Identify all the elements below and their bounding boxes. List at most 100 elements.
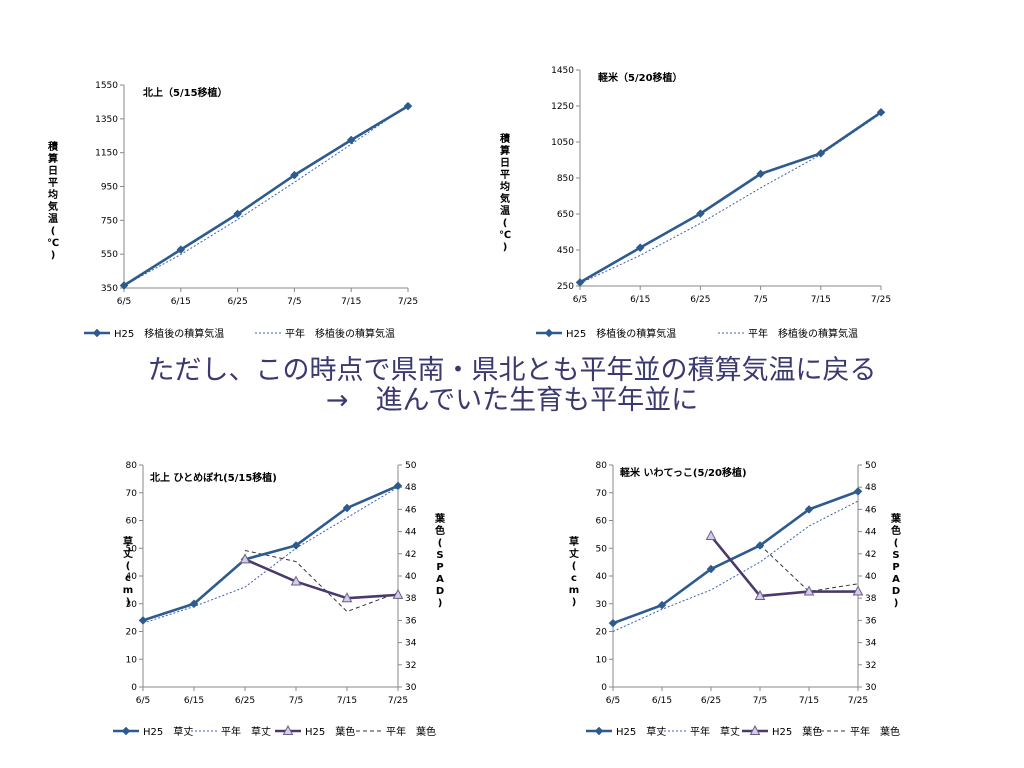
x-tick-label: 7/25	[388, 696, 408, 706]
x-tick-label: 6/15	[630, 295, 650, 305]
legend-label: H25 草丈	[616, 726, 666, 738]
y-tick-label: 0	[601, 683, 607, 693]
y-tick-label: 1250	[551, 102, 574, 112]
legend-item: H25 草丈	[586, 726, 666, 738]
data-point	[696, 209, 705, 218]
legend-item: 平年 葉色	[820, 725, 900, 738]
y-tick-label: 30	[596, 600, 608, 610]
y-tick-label: 70	[126, 489, 138, 499]
series-1	[608, 487, 863, 628]
y2-tick-label: 50	[405, 461, 417, 471]
legend-item: 平年 葉色	[356, 725, 436, 738]
series-line	[244, 549, 399, 613]
series-1	[138, 481, 403, 625]
x-tick-label: 7/5	[287, 297, 301, 307]
y-tick-label: 40	[126, 572, 138, 582]
series-line	[759, 544, 859, 593]
series-1	[119, 101, 413, 290]
y2-tick-label: 30	[865, 683, 877, 693]
x-tick-label: 7/5	[753, 295, 767, 305]
legend-label: 平年 草丈	[221, 725, 271, 738]
data-point	[291, 541, 301, 550]
y2-tick-label: 36	[865, 616, 877, 626]
legend-item: 平年 草丈	[191, 725, 271, 738]
y2-tick-label: 44	[405, 528, 417, 538]
data-point	[657, 600, 667, 610]
x-tick-label: 7/15	[811, 295, 831, 305]
data-point	[803, 585, 815, 596]
y2-tick-label: 50	[865, 461, 877, 471]
x-tick-label: 6/5	[573, 295, 587, 305]
data-point	[119, 281, 129, 290]
y2-tick-label: 46	[865, 505, 877, 515]
series-line	[612, 490, 859, 625]
x-tick-label: 6/25	[701, 696, 721, 706]
y-tick-label: 1350	[95, 115, 118, 125]
data-point	[239, 553, 251, 564]
data-point	[853, 487, 863, 496]
chart-1: 350 550 750 950 1150 1350 1550 6/5 6/15 6/25 7/5 7/…	[47, 81, 418, 340]
y-tick-label: 70	[596, 489, 608, 499]
x-tick-label: 6/25	[235, 696, 255, 706]
chart-2: 250 450 650 850 1050 1250 1450 6/5 6/15 6/25 7/5 7/…	[499, 66, 891, 340]
y-tick-label: 850	[557, 174, 574, 184]
y2-axis-label: 葉色(S P A D)	[890, 512, 902, 609]
series-4	[244, 549, 399, 613]
series-line	[244, 558, 399, 600]
series-line	[612, 500, 859, 632]
y2-tick-label: 34	[865, 639, 877, 649]
y2-tick-label: 32	[405, 661, 416, 671]
y2-tick-label: 42	[865, 550, 876, 560]
legend-item: 平年 草丈	[660, 725, 740, 738]
series-2	[123, 104, 409, 286]
y-tick-label: 1150	[95, 149, 118, 159]
y-axis-label: 積算日平均気温(℃)	[499, 132, 511, 253]
series-line	[123, 104, 409, 286]
chart-title: 軽米 いわてっこ(5/20移植)	[620, 466, 747, 479]
data-point	[754, 589, 766, 600]
legend-marker	[282, 724, 294, 735]
y2-tick-label: 44	[865, 528, 877, 538]
y2-tick-label: 48	[405, 483, 417, 493]
y-tick-label: 50	[596, 544, 608, 554]
y-tick-label: 450	[557, 246, 574, 256]
series-4	[759, 544, 859, 593]
legend-item: 平年 移植後の積算気温	[255, 327, 395, 340]
data-point	[756, 169, 765, 179]
data-point	[233, 209, 242, 219]
data-point	[176, 245, 186, 254]
data-point	[342, 503, 352, 513]
y-tick-label: 950	[101, 183, 118, 193]
legend-label: 平年 移植後の積算気温	[285, 327, 395, 340]
chart-title: 軽米（5/20移植）	[598, 71, 683, 84]
y2-axis-label: 葉色(S P A D)	[434, 512, 446, 609]
data-point	[706, 564, 716, 574]
x-tick-label: 6/25	[690, 295, 710, 305]
y2-tick-label: 36	[405, 616, 417, 626]
legend-marker	[544, 328, 554, 338]
y-tick-label: 80	[596, 461, 608, 471]
y2-tick-label: 32	[865, 661, 876, 671]
y-axis-label: 草丈(c m)	[123, 535, 133, 608]
series-1	[575, 107, 886, 287]
legend-item: 平年 移植後の積算気温	[718, 327, 858, 340]
legend-label: 平年 草丈	[690, 725, 740, 738]
y-tick-label: 1550	[95, 81, 118, 91]
y-tick-label: 750	[101, 216, 118, 226]
data-point	[705, 529, 717, 541]
legend-label: H25 移植後の積算気温	[114, 327, 224, 340]
y-tick-label: 0	[131, 683, 137, 693]
legend-label: H25 草丈	[143, 726, 193, 738]
message-line-2: → 進んでいた生育も平年並に	[325, 385, 699, 416]
y-tick-label: 20	[126, 628, 138, 638]
series-line	[123, 105, 409, 287]
series-line	[142, 486, 399, 624]
legend-item: H25 葉色	[275, 724, 355, 738]
x-tick-label: 7/15	[799, 696, 819, 706]
data-point	[816, 148, 826, 158]
y-tick-label: 60	[596, 517, 608, 527]
data-point	[575, 278, 585, 287]
y-tick-label: 10	[596, 655, 608, 665]
legend-item: H25 草丈	[113, 726, 193, 738]
